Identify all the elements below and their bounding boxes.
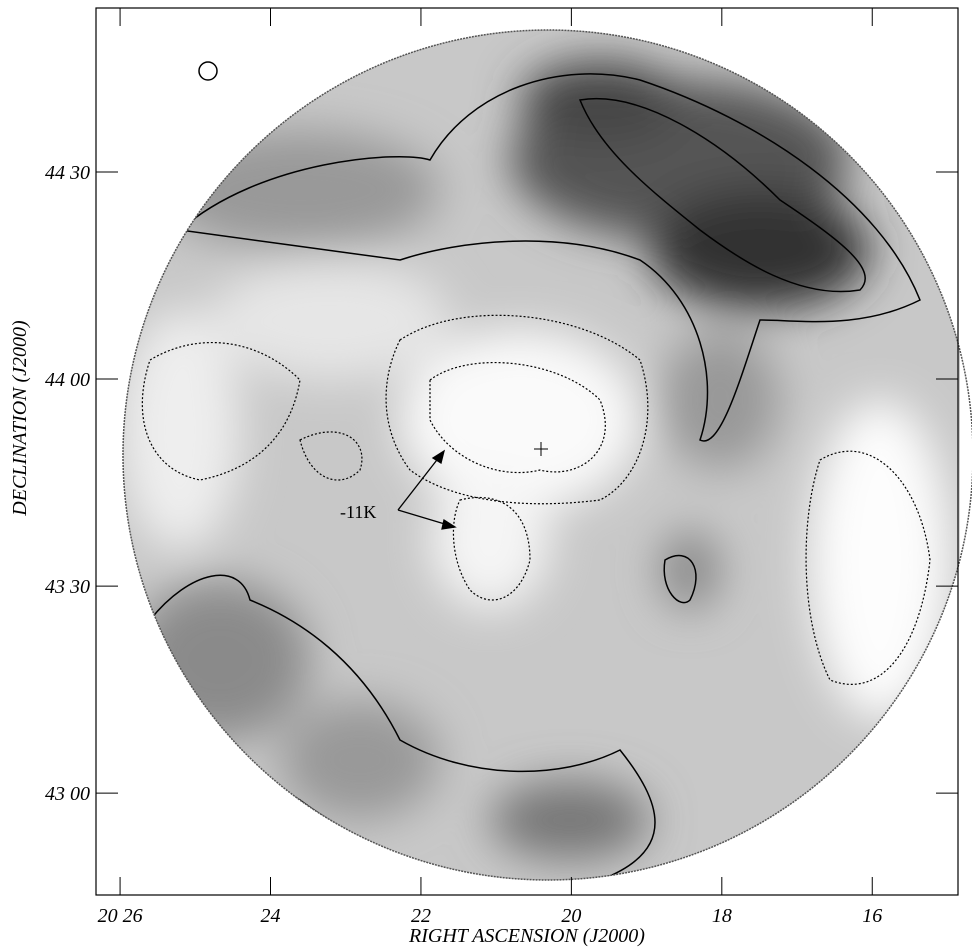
y-tick-label: 44 00 — [45, 369, 90, 391]
x-tick-label: 22 — [411, 905, 431, 927]
y-tick-label: 43 00 — [45, 783, 90, 805]
x-axis-title: RIGHT ASCENSION (J2000) — [408, 925, 645, 947]
y-tick-label: 44 30 — [45, 162, 90, 184]
x-tick-label: 20 26 — [98, 905, 143, 927]
annotation: -11K — [340, 502, 376, 522]
x-tick-label: 18 — [712, 905, 732, 927]
y-tick-label: 43 30 — [45, 576, 90, 598]
center-cross — [534, 442, 548, 456]
x-tick-label: 24 — [261, 905, 281, 927]
plot-frame — [95, 7, 959, 896]
beam-marker — [198, 61, 218, 81]
x-tick-label: 16 — [862, 905, 882, 927]
y-axis-title: DECLINATION (J2000) — [9, 320, 31, 517]
x-tick-label: 20 — [561, 905, 581, 927]
annotation-arrows — [397, 449, 457, 530]
sky-image — [123, 30, 960, 880]
